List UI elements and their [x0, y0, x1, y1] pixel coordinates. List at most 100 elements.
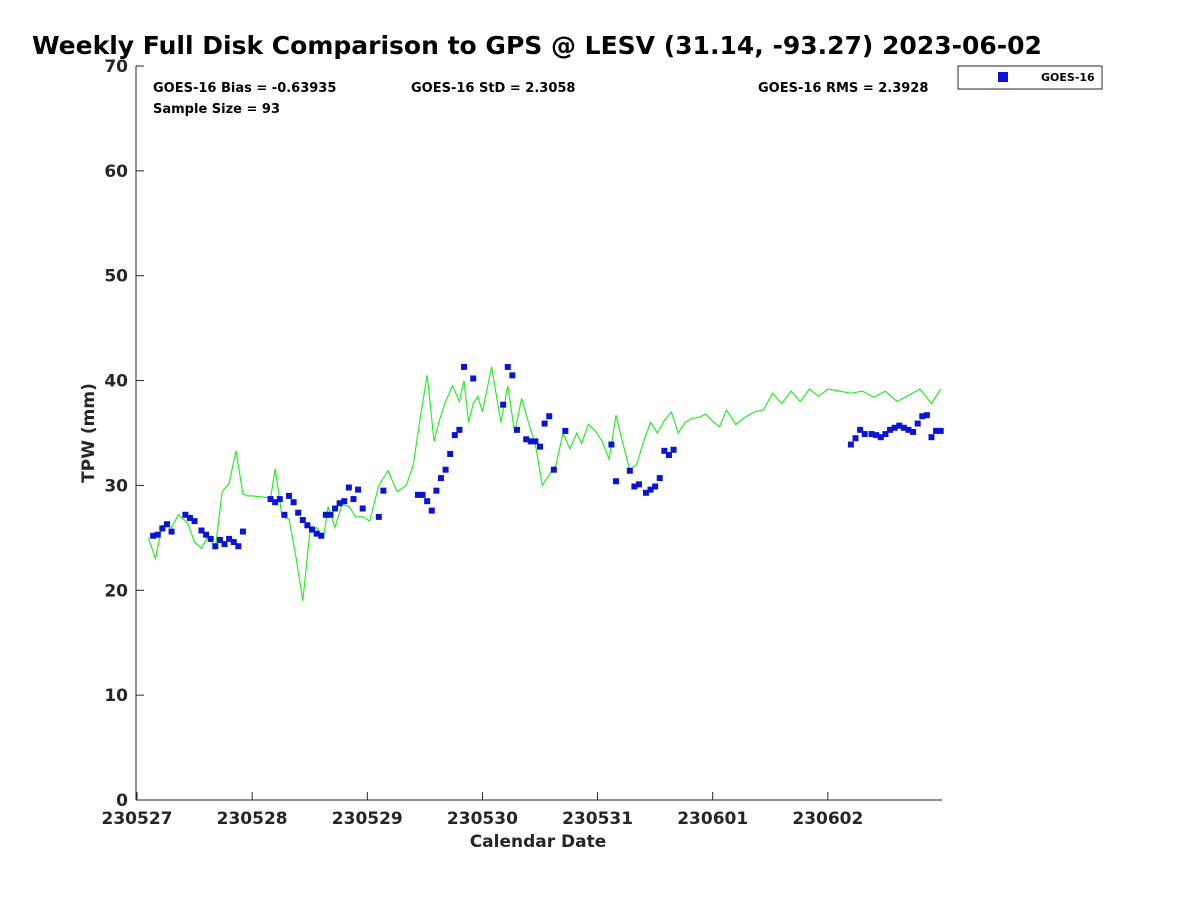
- goes16-point: [546, 413, 553, 420]
- goes16-point: [504, 363, 511, 370]
- goes16-point: [318, 532, 325, 539]
- goes16-point: [562, 427, 569, 434]
- goes16-point: [868, 431, 875, 438]
- y-tick-label: 60: [104, 162, 128, 182]
- goes16-point: [537, 443, 543, 450]
- goes16-point: [665, 452, 672, 459]
- goes16-point: [203, 531, 210, 538]
- goes16-point: [523, 436, 530, 443]
- goes16-point: [212, 543, 219, 550]
- gps-series: [147, 366, 942, 601]
- goes16-point: [163, 521, 170, 528]
- y-tick-label: 30: [104, 476, 128, 496]
- goes16-point: [419, 491, 426, 498]
- goes16-point: [461, 363, 468, 370]
- legend: GOES-16: [957, 65, 1103, 90]
- goes16-point: [447, 450, 454, 457]
- goes16-point: [928, 434, 935, 441]
- goes16-point: [937, 427, 944, 434]
- goes16-point: [226, 535, 233, 542]
- goes16-point: [309, 526, 316, 533]
- goes16-point: [235, 543, 242, 550]
- sample-size-stat: Sample Size = 93: [153, 102, 280, 117]
- goes16-point: [847, 441, 854, 448]
- goes16-point: [626, 467, 633, 474]
- goes16-point: [327, 511, 334, 518]
- goes16-point: [182, 511, 189, 518]
- goes16-point: [852, 435, 859, 442]
- goes16-point: [456, 426, 463, 433]
- goes16-point: [239, 528, 246, 535]
- goes16-point: [332, 505, 339, 512]
- x-axis-label: Calendar Date: [470, 832, 607, 852]
- goes16-point: [359, 505, 366, 512]
- goes16-point: [350, 496, 357, 503]
- goes16-point: [290, 499, 297, 506]
- goes16-point: [873, 432, 880, 439]
- goes16-point: [652, 483, 659, 490]
- plot-area: 0 10 20 30 40 50 60 70 230527 230528 230529 230530…: [102, 57, 944, 829]
- goes16-point: [285, 492, 292, 499]
- goes16-point: [882, 431, 889, 438]
- x-tick-label: 230601: [677, 809, 748, 829]
- goes16-point: [207, 535, 214, 542]
- x-tick-label: 230529: [332, 809, 403, 829]
- goes16-point: [345, 484, 352, 491]
- y-axis-ticks: 0 10 20 30 40 50 60 70: [104, 57, 144, 811]
- goes16-point: [900, 424, 907, 431]
- x-tick-label: 230527: [102, 809, 173, 829]
- legend-goes16-label: GOES-16: [1041, 71, 1095, 84]
- goes16-point: [442, 466, 449, 473]
- goes16-point: [150, 532, 157, 539]
- goes16-point: [527, 438, 534, 445]
- goes16-point: [891, 424, 898, 431]
- goes16-point: [861, 431, 868, 438]
- goes16-point: [509, 372, 516, 379]
- goes16-point: [631, 483, 638, 490]
- goes16-point: [281, 511, 288, 518]
- legend-box: [957, 65, 1103, 90]
- goes16-point: [910, 428, 917, 435]
- goes16-point: [612, 478, 619, 485]
- goes16-point: [923, 412, 930, 419]
- goes16-point: [437, 475, 444, 482]
- y-tick-label: 0: [116, 791, 128, 811]
- goes16-point: [304, 522, 311, 529]
- goes16-point: [336, 500, 343, 507]
- y-axis-label: TPW (mm): [79, 383, 99, 483]
- goes16-point: [857, 426, 864, 433]
- y-tick-label: 40: [104, 372, 128, 392]
- goes16-point: [198, 527, 205, 534]
- goes16-point: [322, 511, 329, 518]
- goes16-point: [500, 401, 507, 408]
- rms-stat: GOES-16 RMS = 2.3928: [758, 81, 928, 96]
- goes16-point: [656, 475, 663, 482]
- goes16-point: [933, 427, 940, 434]
- goes16-point: [276, 496, 283, 503]
- plot-frame: [136, 66, 942, 800]
- goes16-point: [670, 446, 677, 453]
- goes16-point: [513, 426, 520, 433]
- goes16-point: [355, 486, 362, 493]
- goes16-point: [470, 375, 477, 382]
- x-tick-label: 230602: [792, 809, 863, 829]
- goes16-point: [887, 426, 894, 433]
- gps-tpw-line: [147, 366, 942, 601]
- goes16-point: [877, 434, 884, 441]
- legend-goes16-marker: [998, 72, 1008, 82]
- goes16-point: [216, 536, 223, 543]
- goes16-point: [159, 525, 166, 532]
- goes16-point: [914, 420, 921, 427]
- goes16-point: [168, 528, 175, 535]
- chart-title: Weekly Full Disk Comparison to GPS @ LES…: [32, 31, 1042, 60]
- x-tick-label: 230531: [562, 809, 633, 829]
- goes16-point: [896, 422, 903, 429]
- goes16-point: [428, 507, 435, 514]
- goes16-point: [230, 539, 237, 546]
- goes16-point: [608, 441, 615, 448]
- stats-annotations: GOES-16 Bias = -0.63935 GOES-16 StD = 2.…: [153, 81, 928, 117]
- goes16-point: [272, 499, 279, 506]
- goes16-point: [433, 487, 440, 494]
- goes16-point: [221, 541, 228, 548]
